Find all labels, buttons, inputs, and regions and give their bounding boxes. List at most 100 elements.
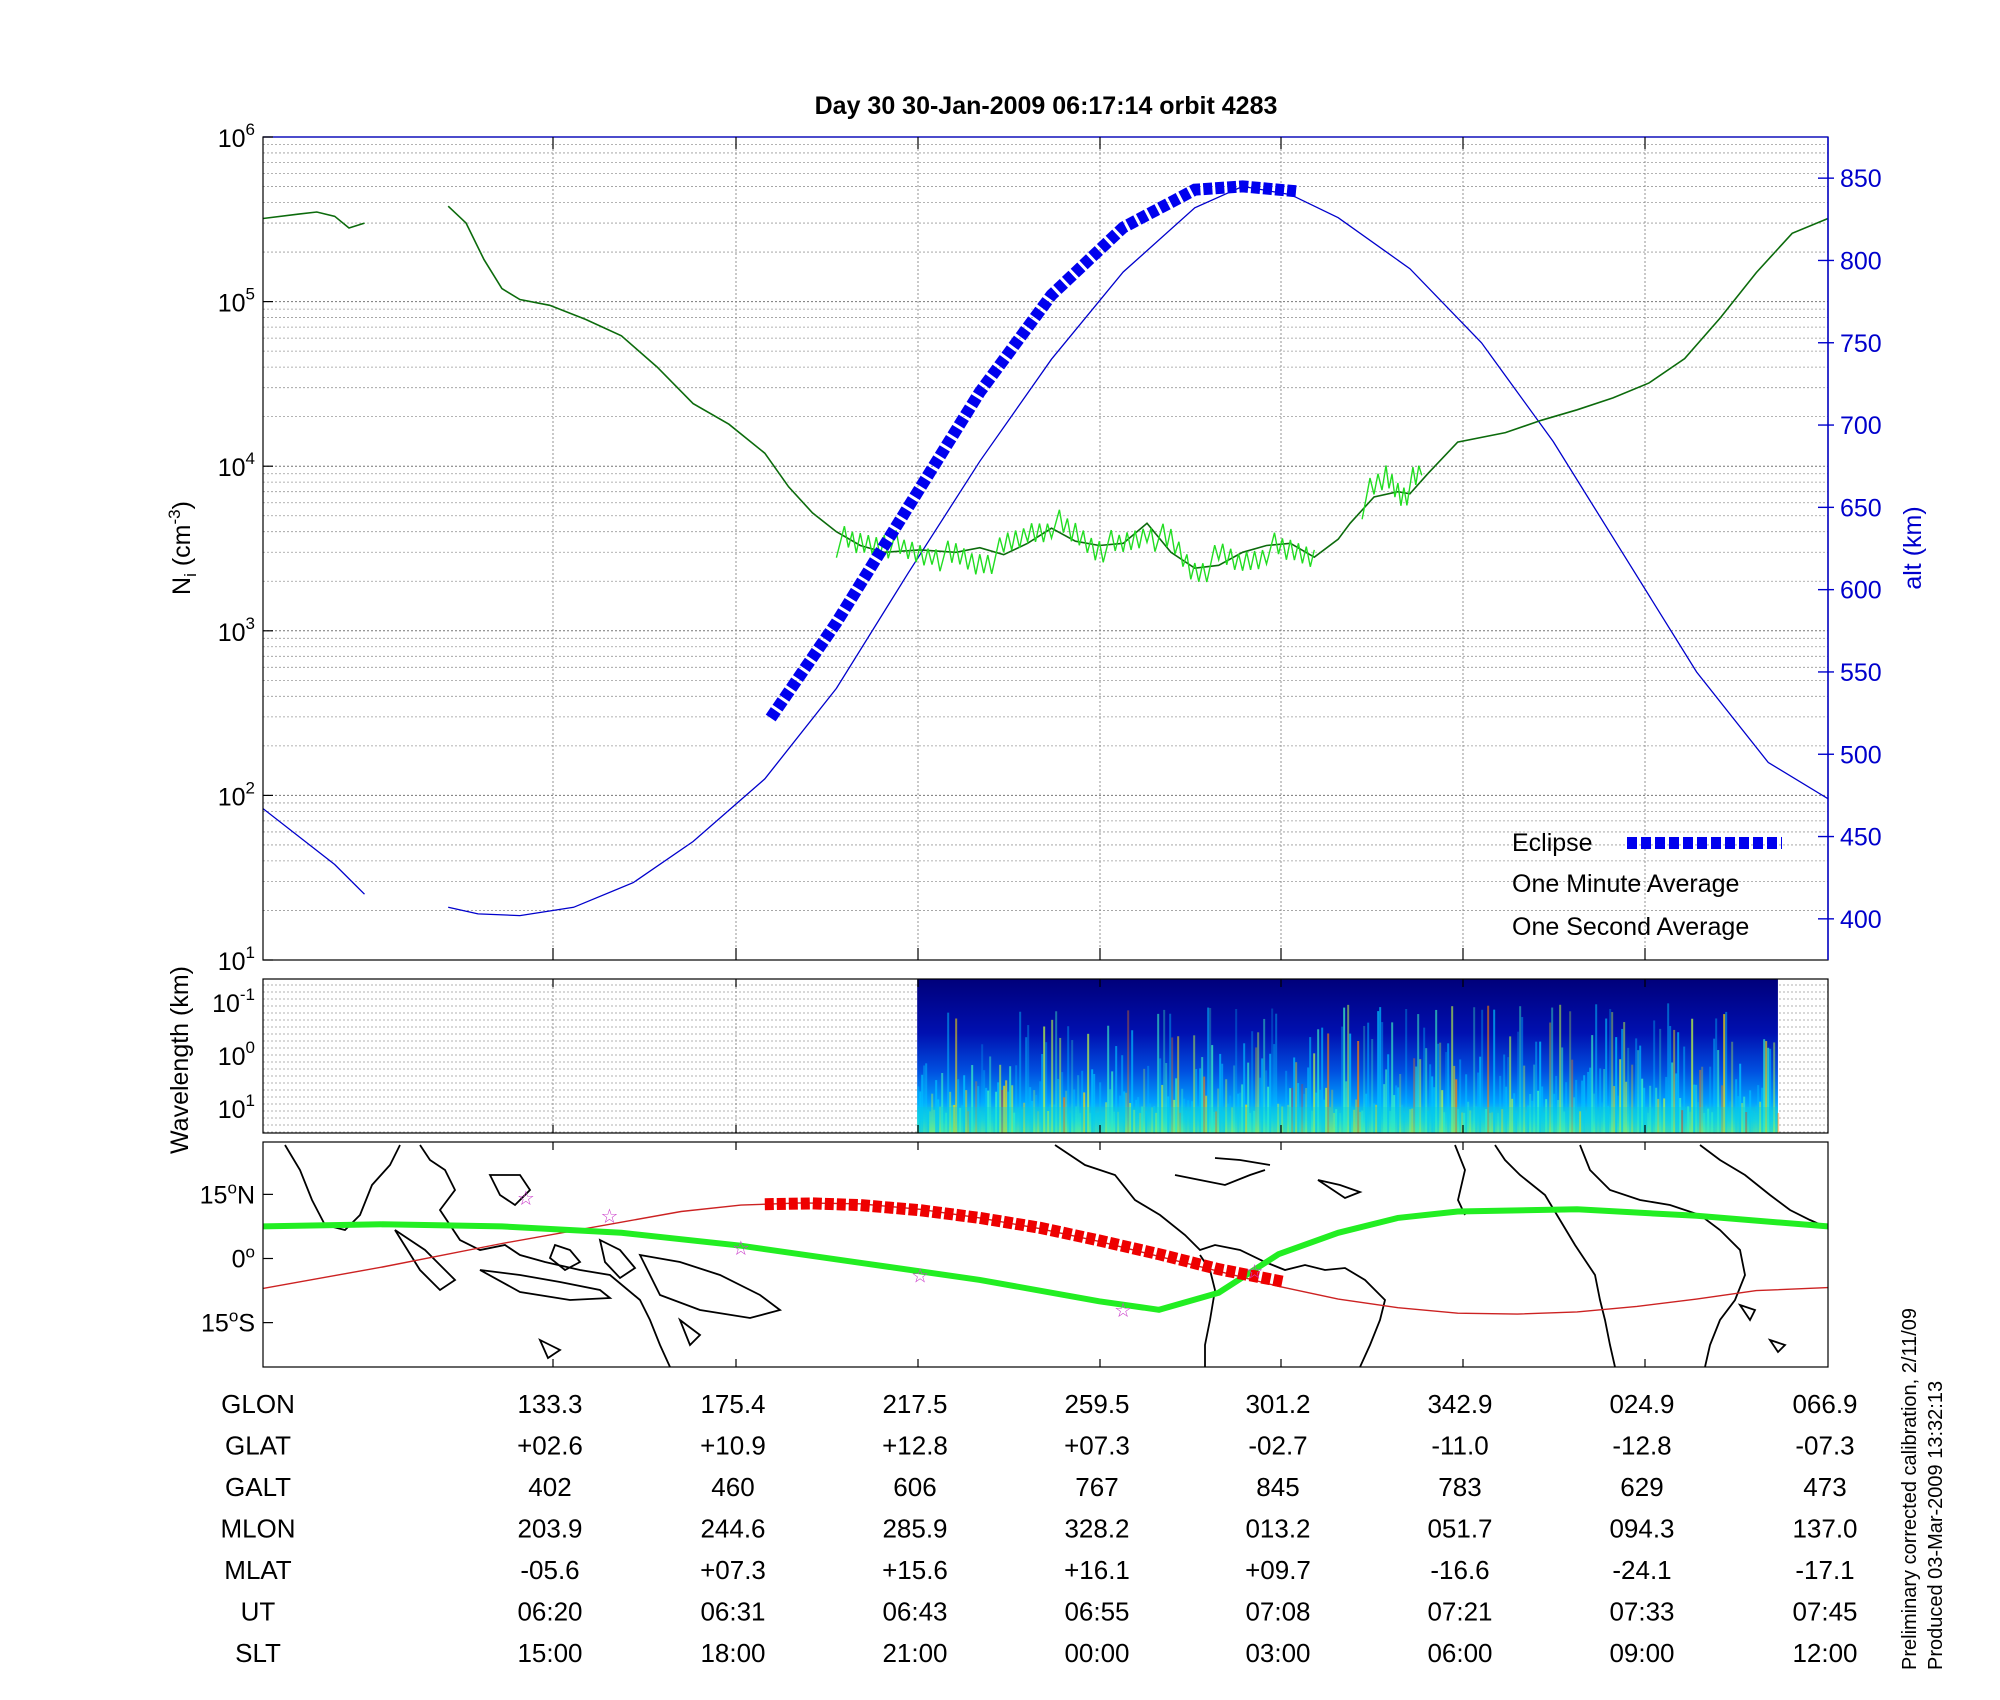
spectrogram-column xyxy=(1193,1035,1196,1133)
table-cell: -07.3 xyxy=(1795,1431,1854,1461)
spectrogram-column xyxy=(1655,1087,1658,1133)
spectrogram-column xyxy=(1687,1106,1690,1133)
spectrogram-column xyxy=(1113,1111,1116,1133)
spectrogram-column xyxy=(1481,1009,1484,1133)
spectrogram-column xyxy=(1143,1068,1146,1133)
spectrogram-column xyxy=(1577,1110,1580,1133)
spectrogram-column xyxy=(1187,1100,1190,1133)
spectrogram-column xyxy=(929,1111,932,1133)
spectrogram-column xyxy=(1325,1087,1328,1133)
spectrogram-column xyxy=(1405,1008,1408,1133)
table-cell: 07:33 xyxy=(1609,1597,1674,1627)
spectrogram-column xyxy=(1547,1110,1550,1133)
spectrogram-column xyxy=(1729,1101,1732,1133)
spectrogram-column xyxy=(1205,1095,1208,1133)
spectrogram-column xyxy=(1377,1011,1380,1133)
spectrogram-column xyxy=(1367,1022,1370,1133)
spectrogram-column xyxy=(983,1070,986,1133)
y-tick-label: 106 xyxy=(218,120,255,153)
spectrogram-column xyxy=(1711,1112,1714,1133)
spectrogram-column xyxy=(993,1109,996,1133)
table-cell: 15:00 xyxy=(517,1638,582,1668)
spectrogram-column xyxy=(1689,1111,1692,1133)
spectrogram-column xyxy=(1501,1109,1504,1133)
table-cell: +16.1 xyxy=(1064,1555,1130,1585)
spectrogram-column xyxy=(1083,1092,1086,1133)
spectrogram-column xyxy=(1079,1113,1082,1133)
second-average-segment xyxy=(1361,465,1423,520)
spectrogram-column xyxy=(1545,1099,1548,1133)
altitude-line xyxy=(263,185,1828,917)
spectrogram-column xyxy=(975,1081,978,1133)
spectrogram-column xyxy=(1115,1046,1118,1133)
spectrogram-column xyxy=(1173,1099,1176,1133)
spectrogram-column xyxy=(1381,1022,1384,1133)
spectrogram-column xyxy=(985,1087,988,1133)
spectrogram-column xyxy=(1015,1065,1018,1133)
spectrogram-column xyxy=(1117,1111,1120,1133)
spectrogram-column xyxy=(1031,1100,1034,1133)
spectrogram-column xyxy=(1627,1047,1630,1133)
spectrogram-column xyxy=(1703,1113,1706,1133)
altitude-tick-label: 650 xyxy=(1840,494,1882,522)
spectrogram-column xyxy=(1701,1066,1704,1133)
spectrogram-column xyxy=(1417,1014,1420,1133)
spectrogram-column xyxy=(1109,1089,1112,1133)
one-minute-average-line xyxy=(263,205,1828,570)
spectrogram-column xyxy=(1525,1112,1528,1133)
table-row-label: SLT xyxy=(235,1638,281,1668)
spectrogram-column xyxy=(1223,1111,1226,1133)
spectrogram-column xyxy=(1631,1064,1634,1133)
spectrogram-column xyxy=(1043,1026,1046,1133)
spectrogram-column xyxy=(1081,1070,1084,1133)
spectrogram-column xyxy=(1629,1110,1632,1133)
spectrogram-column xyxy=(943,1110,946,1133)
spectrogram-column xyxy=(1641,1078,1644,1133)
spectrogram-column xyxy=(1551,1007,1554,1133)
spectrogram-column xyxy=(1385,1069,1388,1133)
spectrogram-column xyxy=(1327,1033,1330,1133)
spectrogram-column xyxy=(1169,1013,1172,1133)
spectrogram-column xyxy=(1181,1088,1184,1133)
legend-eclipse-label: Eclipse xyxy=(1512,829,1593,857)
spectrogram-column xyxy=(1001,1089,1004,1133)
spectrogram-column xyxy=(1569,1011,1572,1133)
spectrogram-column xyxy=(1425,1048,1428,1133)
spectrogram-column xyxy=(1093,1073,1096,1133)
table-cell: 03:00 xyxy=(1245,1638,1310,1668)
spectrogram-column xyxy=(1389,1110,1392,1133)
spectrogram-column xyxy=(1739,1063,1742,1133)
spectrogram-column xyxy=(1575,1079,1578,1133)
spectrogram-column xyxy=(1613,1086,1616,1133)
spectrogram-column xyxy=(1061,1072,1064,1133)
altitude-tick-label: 800 xyxy=(1840,247,1882,275)
table-cell: 473 xyxy=(1803,1472,1846,1502)
spectrogram-column xyxy=(1231,1107,1234,1133)
y-tick-label: 103 xyxy=(218,614,255,647)
spectrogram-column xyxy=(1463,1112,1466,1133)
spectrogram-column xyxy=(1135,1099,1138,1133)
spectrogram-column xyxy=(1159,1058,1162,1133)
spectrogram-column xyxy=(1257,1032,1260,1133)
altitude-segment xyxy=(448,185,1828,917)
spectrogram-column xyxy=(1419,1059,1422,1133)
table-cell: -02.7 xyxy=(1248,1431,1307,1461)
spectrogram-column xyxy=(1085,1109,1088,1133)
spectrogram-column xyxy=(1541,1086,1544,1133)
spectrogram-column xyxy=(1457,1109,1460,1133)
spectrogram-column xyxy=(1273,1044,1276,1133)
spectrogram-column xyxy=(1021,1109,1024,1133)
density-grid xyxy=(263,137,1828,961)
legend-second-label: One Second Average xyxy=(1512,913,1749,941)
spectrogram-column xyxy=(1295,1062,1298,1133)
table-cell: 606 xyxy=(893,1472,936,1502)
spectrogram-column xyxy=(1411,1108,1414,1133)
spectrogram-column xyxy=(1039,1081,1042,1133)
table-cell: 06:20 xyxy=(517,1597,582,1627)
spectrogram-column xyxy=(1065,1090,1068,1133)
spectrogram-column xyxy=(1357,1041,1360,1133)
spectrogram-column xyxy=(1319,1089,1322,1133)
spectrogram-column xyxy=(1311,1110,1314,1133)
spectrogram-column xyxy=(917,1086,920,1133)
spectrogram-column xyxy=(1101,1112,1104,1133)
